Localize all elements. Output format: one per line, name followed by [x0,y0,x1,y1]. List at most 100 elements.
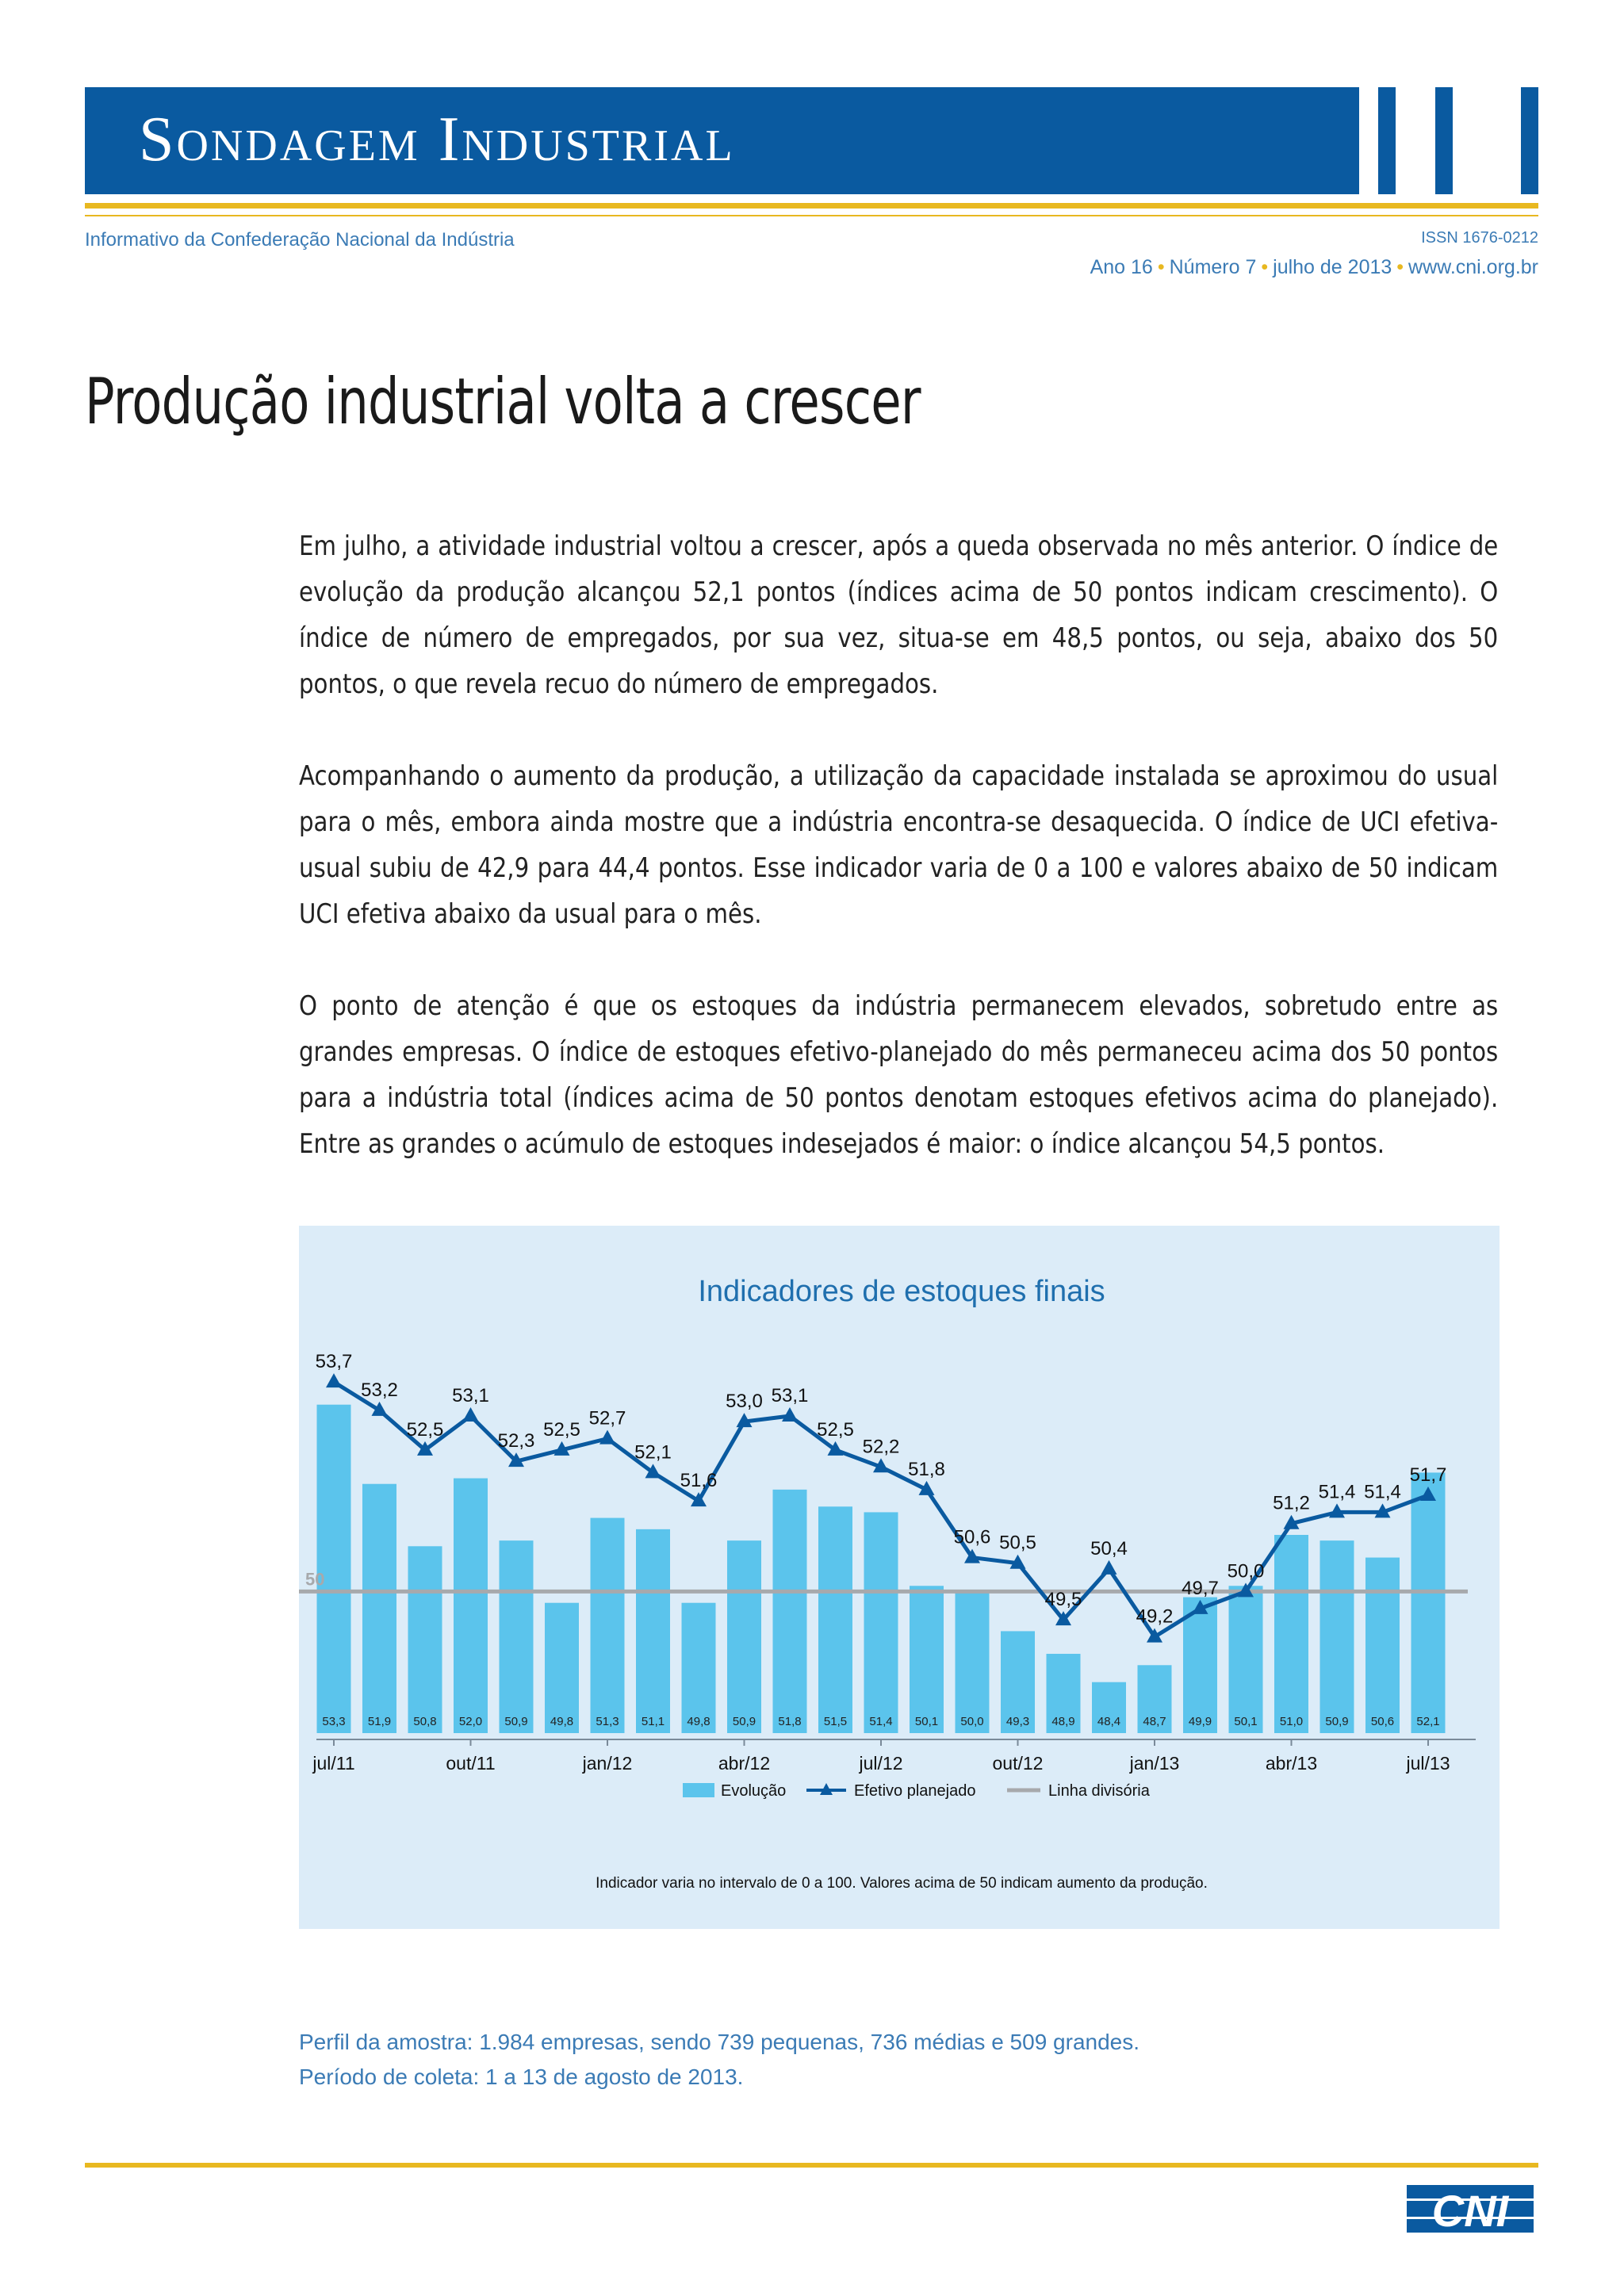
bar-value-label: 50,9 [733,1715,756,1728]
x-tick-label: abr/12 [718,1753,770,1774]
legend-label-evolucao: Evolução [721,1782,786,1800]
bar-value-label: 49,3 [1006,1715,1029,1728]
line-marker-triangle [1147,1628,1162,1643]
bar-evolucao [636,1529,670,1733]
line-value-label: 51,4 [1319,1481,1356,1502]
line-marker-triangle [508,1452,524,1468]
headline: Produção industrial volta a crescer [85,365,921,438]
line-value-label: 51,8 [908,1459,945,1480]
bar-evolucao [1183,1597,1217,1733]
line-marker-triangle [964,1548,980,1563]
paragraph-3: O ponto de atenção é que os estoques da … [299,990,1499,1160]
bar-evolucao [955,1591,990,1733]
bar-value-label: 53,3 [322,1715,345,1728]
chart-svg: Indicadores de estoques finais 50 53,3 51… [299,1275,1476,1892]
line-value-label: 53,1 [772,1385,809,1406]
footer-gold-rule [85,2163,1538,2168]
line-value-label: 53,2 [361,1380,398,1401]
header-banner [85,87,1359,194]
bar-value-label: 51,0 [1280,1715,1303,1728]
line-value-label: 51,6 [680,1470,718,1491]
line-marker-triangle [1101,1559,1117,1575]
line-marker-triangle [1055,1611,1071,1626]
line-marker-triangle [1329,1503,1345,1518]
bar-evolucao [408,1546,442,1733]
line-value-label: 52,5 [543,1419,580,1441]
line-marker-triangle [417,1441,433,1456]
line-value-label: 52,5 [817,1419,854,1441]
bar-evolucao [864,1512,898,1733]
bar-evolucao [1092,1682,1126,1733]
logo-bar-3 [1521,87,1538,194]
bar-value-label: 50,0 [960,1715,983,1728]
line-marker-triangle [599,1429,615,1445]
bar-value-label: 49,8 [687,1715,710,1728]
bar-evolucao [1046,1654,1081,1733]
bar-value-label: 50,8 [413,1715,436,1728]
bar-evolucao [772,1489,807,1733]
sample-profile: Perfil da amostra: 1.984 empresas, sendo… [299,2030,1140,2054]
bar-evolucao [818,1506,852,1733]
bar-value-label: 51,1 [642,1715,665,1728]
header-gold-rule [85,203,1538,209]
legend-marker-efetivo [820,1783,833,1795]
publication-title: Sondagem Industrial [139,105,735,174]
bar-value-label: 51,9 [368,1715,391,1728]
bar-value-label: 48,7 [1143,1715,1166,1728]
bar-evolucao [316,1404,351,1733]
reference-line-label: 50 [305,1569,324,1589]
sample-period: Período de coleta: 1 a 13 de agosto de 2… [299,2064,744,2089]
bar-evolucao [1137,1665,1172,1733]
line-marker-triangle [326,1373,342,1388]
issue-number: Número 7 [1169,256,1257,278]
x-tick-label: jul/13 [1406,1753,1450,1774]
bar-evolucao [1228,1586,1263,1733]
bullet-icon: • [1261,256,1269,278]
legend-swatch-evolucao [683,1783,714,1797]
line-marker-triangle [1238,1582,1254,1598]
line-marker-triangle [1283,1514,1300,1529]
bullet-icon: • [1396,256,1404,278]
bar-value-label: 52,0 [459,1715,482,1728]
chart-panel: Indicadores de estoques finais 50 53,3 51… [299,1226,1500,1929]
publication-subtitle: Informativo da Confederação Nacional da … [85,229,515,251]
line-marker-triangle [462,1407,479,1422]
paragraph-2: Acompanhando o aumento da produção, a ut… [299,760,1499,930]
bar-value-label: 50,6 [1371,1715,1394,1728]
bar-value-label: 50,1 [915,1715,938,1728]
line-marker-triangle [827,1441,844,1456]
bar-evolucao [1001,1631,1035,1733]
line-marker-triangle [371,1401,388,1416]
line-marker-triangle [1420,1487,1436,1501]
line-marker-triangle [782,1407,798,1422]
issue-date: julho de 2013 [1273,256,1392,278]
bar-value-label: 51,3 [596,1715,619,1728]
line-value-label: 53,1 [452,1385,489,1406]
line-value-label: 50,6 [954,1527,991,1548]
x-tick-label: jan/12 [582,1753,633,1774]
bar-evolucao [727,1540,761,1733]
legend-label-efetivo: Efetivo planejado [854,1782,975,1800]
line-value-label: 49,2 [1136,1606,1174,1628]
bar-evolucao [545,1602,579,1733]
issue-line: Ano 16 • Número 7 • julho de 2013 • www.cni.or… [1090,256,1538,279]
x-tick-label: jul/11 [312,1753,354,1774]
bar-value-label: 49,8 [550,1715,573,1728]
x-tick-label: out/12 [993,1753,1044,1774]
line-value-label: 51,2 [1273,1493,1310,1514]
bar-evolucao [590,1517,625,1733]
bar-evolucao [1365,1557,1400,1733]
line-marker-triangle [1009,1554,1026,1569]
x-tick-label: jul/12 [859,1753,903,1774]
website-link[interactable]: www.cni.org.br [1408,256,1538,278]
bar-evolucao [1411,1472,1446,1733]
line-value-label: 51,7 [1410,1464,1447,1486]
bar-value-label: 48,4 [1097,1715,1120,1728]
svg-text:CNI: CNI [1432,2186,1510,2236]
issn: ISSN 1676-0212 [1421,229,1538,247]
bar-value-label: 50,9 [1325,1715,1348,1728]
line-value-label: 53,0 [726,1391,763,1412]
line-value-label: 52,2 [863,1436,900,1457]
x-tick-label: out/11 [446,1753,495,1774]
paragraph-1: Em julho, a atividade industrial voltou … [299,530,1499,700]
